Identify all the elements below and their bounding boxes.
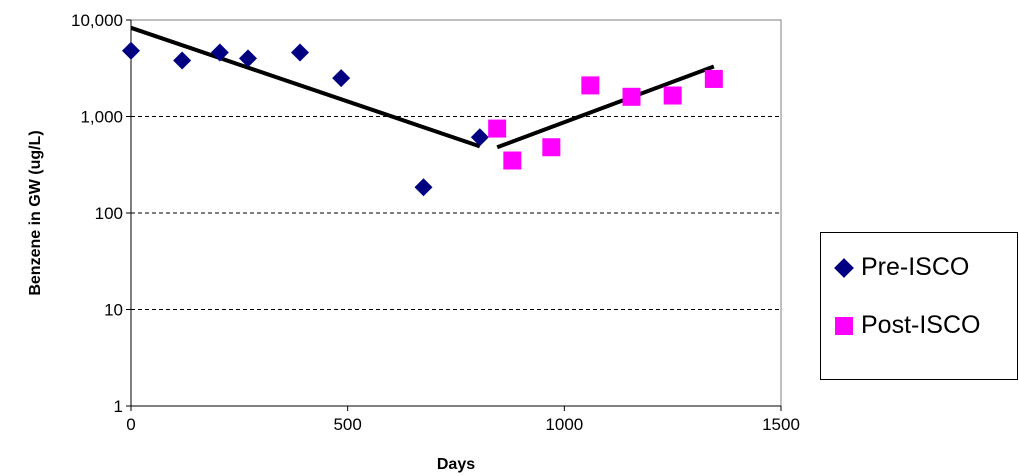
point-pre-isco	[239, 49, 257, 68]
tick-labels: 1 10 100 1,000 10,000 0 500 1000 1500	[71, 11, 800, 434]
point-pre-isco	[470, 128, 489, 147]
legend-item-post-isco: Post-ISCO	[833, 311, 980, 340]
point-pre-isco	[291, 43, 309, 62]
diamond-marker-icon	[834, 257, 854, 278]
point-post-isco	[503, 151, 522, 170]
legend-label-pre-isco: Pre-ISCO	[861, 253, 970, 281]
x-axis-label: Days	[437, 456, 475, 473]
point-post-isco	[542, 138, 561, 157]
trendline-1	[130, 25, 481, 149]
point-pre-isco	[173, 51, 192, 70]
legend-label-post-isco: Post-ISCO	[861, 311, 981, 339]
axes	[126, 19, 782, 411]
data-points	[122, 41, 723, 197]
point-post-isco	[488, 119, 507, 138]
x-tick-label: 500	[333, 415, 361, 434]
x-tick-label: 1000	[545, 415, 583, 434]
gridlines	[131, 116, 781, 310]
point-post-isco	[581, 76, 600, 95]
x-tick-label: 0	[126, 415, 135, 434]
trendline-2	[496, 64, 715, 150]
point-pre-isco	[122, 41, 140, 60]
y-tick-label: 10,000	[71, 11, 123, 30]
y-tick-label: 10	[104, 301, 123, 320]
point-pre-isco	[332, 69, 351, 88]
x-tick-label: 1500	[762, 415, 800, 434]
point-post-isco	[704, 69, 723, 88]
legend-item-pre-isco: Pre-ISCO	[833, 253, 969, 282]
trendlines	[130, 25, 715, 150]
y-tick-label: 1	[114, 397, 123, 416]
legend: Pre-ISCO Post-ISCO	[820, 232, 1018, 380]
point-post-isco	[622, 87, 641, 106]
y-tick-label: 100	[95, 204, 123, 223]
y-axis-label: Benzene in GW (ug/L)	[27, 130, 44, 295]
point-pre-isco	[414, 178, 433, 197]
y-tick-label: 1,000	[80, 108, 123, 127]
point-post-isco	[663, 86, 682, 105]
square-marker-icon	[835, 316, 853, 335]
point-pre-isco	[210, 43, 229, 62]
